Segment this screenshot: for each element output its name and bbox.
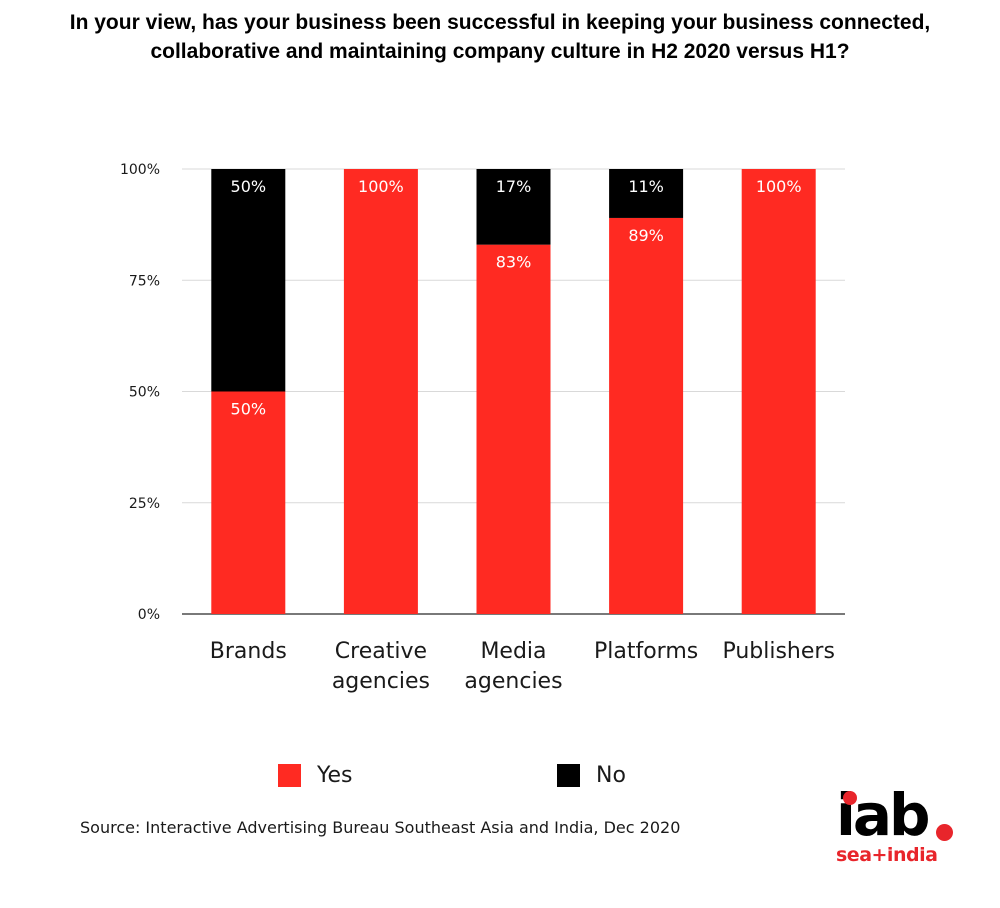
bar-yes: [609, 217, 684, 614]
data-label-yes: 89%: [628, 226, 664, 245]
y-tick-label: 25%: [129, 496, 160, 512]
data-label-yes: 50%: [231, 400, 267, 419]
chart-title: In your view, has your business been suc…: [69, 11, 931, 63]
legend-item-no: No: [557, 760, 626, 790]
data-label-yes: 83%: [496, 253, 532, 272]
category-label: agencies: [332, 669, 430, 694]
y-tick-label: 100%: [120, 162, 160, 178]
data-label-yes: 100%: [756, 177, 802, 196]
category-label: Publishers: [722, 639, 834, 664]
category-label: Platforms: [594, 639, 698, 664]
bar-yes: [211, 391, 286, 614]
legend-swatch-no: [557, 763, 580, 787]
data-label-no: 17%: [496, 177, 532, 196]
bar-no: [476, 169, 551, 245]
data-label-no: 50%: [231, 177, 267, 196]
category-label: Brands: [210, 639, 287, 664]
logo-i-dot: [843, 791, 857, 805]
legend-label-yes: Yes: [317, 762, 353, 788]
bar-no: [609, 169, 684, 218]
legend-label-no: No: [596, 762, 626, 788]
legend-swatch-yes: [278, 763, 301, 787]
bar-yes: [741, 169, 816, 614]
bar-yes: [476, 244, 551, 614]
category-label: agencies: [464, 669, 562, 694]
bar-yes: [343, 169, 418, 614]
y-tick-label: 75%: [129, 273, 160, 289]
data-label-no: 11%: [628, 177, 664, 196]
y-tick-label: 0%: [138, 607, 160, 623]
logo-period-dot: [936, 824, 953, 841]
source-note: Source: Interactive Advertising Bureau S…: [80, 818, 681, 837]
legend-item-yes: Yes: [278, 760, 353, 790]
category-label: Media: [480, 639, 546, 664]
stacked-bar-chart: 0% 25% 50% 75% 100% 50% 50% Brands 100% Creative a…: [120, 162, 845, 694]
iab-logo: iab sea+india: [836, 786, 960, 872]
logo-subtitle: sea+india: [836, 844, 938, 866]
category-label: Creative: [335, 639, 427, 664]
bar-no: [211, 169, 286, 392]
data-label-yes: 100%: [358, 177, 404, 196]
y-tick-label: 50%: [129, 385, 160, 401]
